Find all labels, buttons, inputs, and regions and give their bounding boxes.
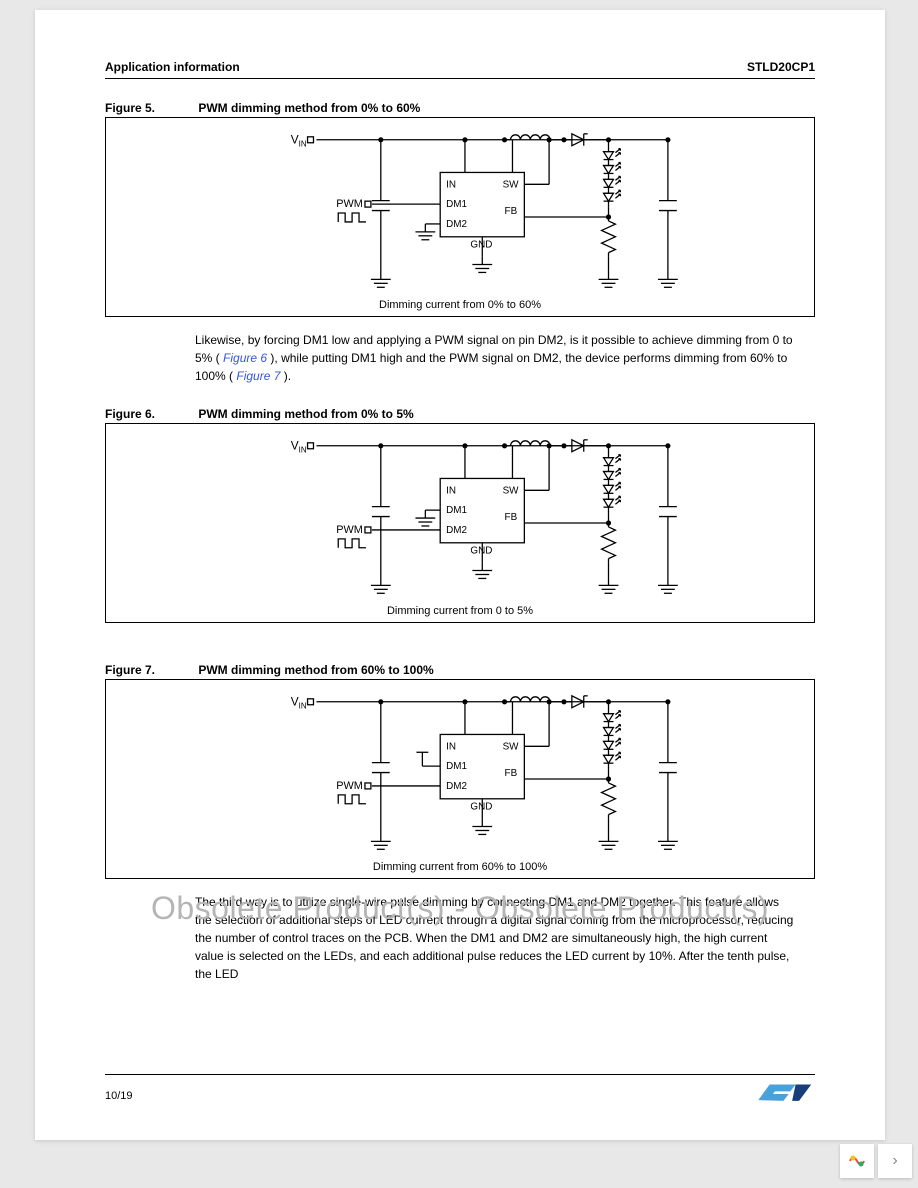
- figure7-schematic: VININSWDM1FBDM2GNDPWM: [106, 680, 814, 878]
- figure7-subcaption: Dimming current from 60% to 100%: [106, 861, 814, 873]
- svg-text:FB: FB: [505, 768, 518, 779]
- svg-text:IN: IN: [446, 741, 456, 752]
- figure6-caption: Figure 6. PWM dimming method from 0% to …: [105, 407, 815, 421]
- figure6-subcaption: Dimming current from 0 to 5%: [106, 605, 814, 617]
- page-number: 10/19: [105, 1090, 133, 1102]
- figure7-no: Figure 7.: [105, 663, 195, 677]
- header-partno: STLD20CP1: [747, 60, 815, 74]
- svg-text:SW: SW: [503, 485, 520, 496]
- nav-color-icon[interactable]: [840, 1144, 874, 1178]
- figure7-frame: VININSWDM1FBDM2GNDPWM Dimming current fr…: [105, 679, 815, 879]
- svg-text:GND: GND: [470, 240, 492, 251]
- page-header: Application information STLD20CP1: [105, 60, 815, 79]
- figure7-caption: Figure 7. PWM dimming method from 60% to…: [105, 663, 815, 677]
- paragraph-2: The third way is to utilize single-wire …: [195, 893, 795, 983]
- figure6-frame: VININSWDM1FBDM2GNDPWM Dimming current fr…: [105, 423, 815, 623]
- link-figure7[interactable]: Figure 7: [236, 369, 280, 383]
- para1-t3: ).: [284, 369, 291, 383]
- svg-text:DM2: DM2: [446, 525, 467, 536]
- figure5-schematic: VININSWDM1FBDM2GNDPWM: [106, 118, 814, 316]
- svg-text:IN: IN: [299, 702, 307, 711]
- nav-next-button[interactable]: ›: [878, 1144, 912, 1178]
- figure6-no: Figure 6.: [105, 407, 195, 421]
- link-figure6[interactable]: Figure 6: [223, 351, 267, 365]
- svg-text:DM1: DM1: [446, 199, 467, 210]
- header-section: Application information: [105, 60, 240, 74]
- figure6-title: PWM dimming method from 0% to 5%: [198, 407, 413, 421]
- svg-text:PWM: PWM: [336, 524, 363, 536]
- svg-text:DM2: DM2: [446, 781, 467, 792]
- svg-text:DM1: DM1: [446, 505, 467, 516]
- svg-text:IN: IN: [446, 179, 456, 190]
- paragraph-1: Likewise, by forcing DM1 low and applyin…: [195, 331, 795, 385]
- svg-text:SW: SW: [503, 179, 520, 190]
- svg-text:IN: IN: [446, 485, 456, 496]
- svg-text:PWM: PWM: [336, 198, 363, 210]
- figure5-subcaption: Dimming current from 0% to 60%: [106, 299, 814, 311]
- figure5-caption: Figure 5. PWM dimming method from 0% to …: [105, 101, 815, 115]
- svg-text:FB: FB: [505, 206, 518, 217]
- svg-text:IN: IN: [299, 140, 307, 149]
- svg-text:IN: IN: [299, 446, 307, 455]
- svg-text:FB: FB: [505, 512, 518, 523]
- svg-text:DM1: DM1: [446, 761, 467, 772]
- page-footer: 10/19: [105, 1074, 815, 1110]
- figure5-title: PWM dimming method from 0% to 60%: [198, 101, 420, 115]
- svg-text:SW: SW: [503, 741, 520, 752]
- svg-text:GND: GND: [470, 546, 492, 557]
- svg-text:GND: GND: [470, 802, 492, 813]
- figure7-title: PWM dimming method from 60% to 100%: [198, 663, 433, 677]
- svg-text:V: V: [291, 439, 299, 453]
- svg-text:PWM: PWM: [336, 780, 363, 792]
- nav-widget: ›: [840, 1144, 912, 1178]
- datasheet-page: Application information STLD20CP1 Figure…: [35, 10, 885, 1140]
- figure5-no: Figure 5.: [105, 101, 195, 115]
- svg-text:V: V: [291, 695, 299, 709]
- figure6-schematic: VININSWDM1FBDM2GNDPWM: [106, 424, 814, 622]
- st-logo-icon: [754, 1081, 815, 1110]
- svg-text:DM2: DM2: [446, 219, 467, 230]
- figure5-frame: VININSWDM1FBDM2GNDPWM Dimming current fr…: [105, 117, 815, 317]
- svg-text:V: V: [291, 133, 299, 147]
